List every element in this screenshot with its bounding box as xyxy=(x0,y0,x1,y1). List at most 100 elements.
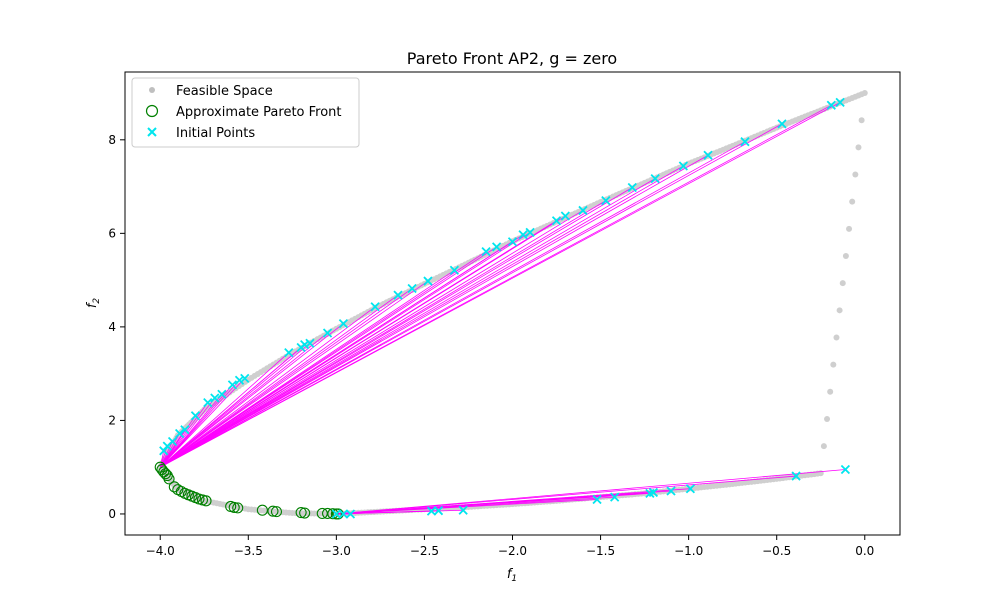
initial-point xyxy=(492,242,502,252)
x-axis: −4.0 −3.5 −3.0 −2.5 −2.0 −1.5 −1.0 −0.5 0.0 xyxy=(146,535,874,558)
legend-box xyxy=(131,77,360,148)
trajectory-line xyxy=(159,280,429,468)
initial-point xyxy=(393,290,403,300)
feasible-point xyxy=(858,117,865,124)
initial-point xyxy=(234,375,245,385)
initial-point xyxy=(678,161,688,171)
trajectory-line xyxy=(159,332,328,468)
trajectory-line xyxy=(159,378,246,468)
pareto-point xyxy=(299,507,311,519)
initial-point xyxy=(458,505,468,515)
pareto-point xyxy=(270,506,283,518)
trajectory-line xyxy=(160,178,656,468)
pareto-point xyxy=(267,505,279,517)
initial-point xyxy=(826,100,836,110)
legend-feasible-marker xyxy=(149,87,155,93)
legend: Feasible Space Approximate Pareto Front … xyxy=(131,77,360,148)
trajectory-line xyxy=(160,154,709,468)
x-tick-label: −3.0 xyxy=(322,544,351,558)
feasible-point xyxy=(827,388,834,395)
feasible-point xyxy=(855,144,862,151)
x-axis-label-sub: 1 xyxy=(511,574,517,584)
trajectory-line xyxy=(160,123,783,468)
initial-point xyxy=(840,464,851,475)
y-tick-label: 2 xyxy=(108,413,116,427)
initial-point xyxy=(449,265,460,275)
initial-point xyxy=(777,119,787,129)
x-tick-label: −0.5 xyxy=(762,544,791,558)
pareto-front-layer xyxy=(154,461,344,520)
legend-pareto-label: Approximate Pareto Front xyxy=(176,105,342,120)
feasible-point xyxy=(824,415,831,422)
trajectory-line xyxy=(160,215,566,468)
x-tick-label: −1.0 xyxy=(674,544,703,558)
initial-point xyxy=(338,509,349,519)
trajectory-line xyxy=(159,379,240,468)
trajectory-line xyxy=(159,323,344,468)
pareto-point xyxy=(316,507,328,520)
feasible-point xyxy=(820,443,827,450)
initial-point xyxy=(300,340,310,350)
initial-point xyxy=(610,492,620,502)
pareto-point xyxy=(200,495,212,507)
trajectory-line xyxy=(159,402,209,468)
trajectory-line xyxy=(336,509,464,515)
initial-point xyxy=(240,373,250,383)
initial-point xyxy=(650,173,660,184)
y-tick-label: 4 xyxy=(108,320,116,334)
trajectory-line xyxy=(336,488,691,515)
initial-point xyxy=(507,237,518,247)
initial-point xyxy=(592,494,602,505)
chart-title: Pareto Front AP2, g = zero xyxy=(407,49,617,68)
feasible-point xyxy=(852,171,859,178)
x-axis-label-main: f xyxy=(507,567,514,582)
initial-point xyxy=(203,398,213,408)
trajectory-line xyxy=(160,246,497,468)
initial-point xyxy=(338,318,349,329)
trajectory-line xyxy=(160,165,684,468)
initial-point xyxy=(180,425,190,435)
y-tick-label: 8 xyxy=(108,133,116,147)
initial-points-layer xyxy=(159,97,851,519)
feasible-point xyxy=(849,198,856,205)
legend-initial-marker xyxy=(147,127,157,137)
initial-point xyxy=(627,182,637,193)
initial-point xyxy=(703,150,713,160)
initial-point xyxy=(791,471,801,481)
feasible-point xyxy=(836,307,843,314)
legend-pareto-marker xyxy=(145,104,159,118)
pareto-point xyxy=(228,501,240,513)
trajectory-layer xyxy=(159,102,846,515)
y-axis-label: f2 xyxy=(85,298,102,309)
x-tick-label: −2.0 xyxy=(498,544,527,558)
trajectory-line xyxy=(160,102,841,468)
initial-point xyxy=(601,195,611,206)
initial-point xyxy=(648,487,659,498)
pareto-point xyxy=(322,507,334,520)
feasible-point xyxy=(842,252,849,259)
initial-point xyxy=(305,338,315,348)
y-tick-label: 6 xyxy=(108,226,116,240)
initial-point xyxy=(227,380,238,390)
initial-point xyxy=(560,211,570,221)
trajectory-line xyxy=(160,187,633,468)
pareto-point xyxy=(163,473,175,485)
initial-point xyxy=(551,216,562,226)
x-axis-label: f1 xyxy=(507,567,517,584)
initial-point xyxy=(518,230,528,240)
trajectory-line xyxy=(160,210,584,468)
initial-point xyxy=(174,428,185,439)
initial-point xyxy=(578,205,588,216)
initial-point xyxy=(423,276,433,286)
initial-point xyxy=(370,302,380,312)
initial-point xyxy=(481,246,491,257)
initial-point xyxy=(835,97,845,108)
x-tick-label: −1.5 xyxy=(586,544,615,558)
trajectory-line xyxy=(159,342,311,468)
pareto-point xyxy=(158,466,170,478)
x-tick-label: −4.0 xyxy=(146,544,175,558)
x-tick-label: −2.5 xyxy=(410,544,439,558)
legend-initial-label: Initial Points xyxy=(176,126,255,141)
